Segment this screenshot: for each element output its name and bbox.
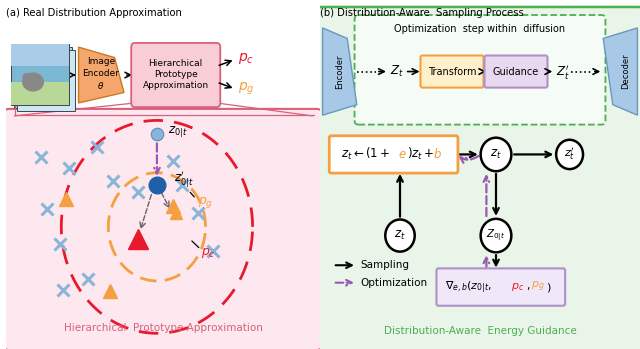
- Text: Sampling: Sampling: [360, 260, 409, 270]
- Text: Hierarchical  Prototype Approximation: Hierarchical Prototype Approximation: [64, 323, 262, 333]
- Polygon shape: [604, 28, 637, 115]
- FancyBboxPatch shape: [420, 55, 484, 88]
- Text: Optimization: Optimization: [360, 278, 427, 288]
- Text: Distribution-Aware  Energy Guidance: Distribution-Aware Energy Guidance: [383, 326, 577, 336]
- FancyBboxPatch shape: [131, 43, 220, 107]
- FancyBboxPatch shape: [355, 15, 605, 125]
- Text: $z_t$: $z_t$: [394, 229, 406, 242]
- Text: $z_t$: $z_t$: [490, 148, 502, 161]
- Text: $p_g$: $p_g$: [198, 194, 213, 209]
- Circle shape: [556, 140, 583, 169]
- FancyBboxPatch shape: [11, 44, 69, 66]
- Text: $\boldsymbol{p_c}$: $\boldsymbol{p_c}$: [238, 51, 254, 66]
- FancyBboxPatch shape: [436, 268, 565, 306]
- Text: $\boldsymbol{p_c}$: $\boldsymbol{p_c}$: [511, 281, 525, 293]
- FancyBboxPatch shape: [11, 44, 69, 105]
- Text: $b$: $b$: [433, 147, 442, 162]
- Text: Transform: Transform: [428, 67, 476, 76]
- Text: $Z_t$: $Z_t$: [390, 64, 404, 79]
- FancyBboxPatch shape: [11, 82, 69, 105]
- Text: $e$: $e$: [398, 148, 407, 161]
- FancyBboxPatch shape: [11, 44, 69, 105]
- Text: (b) Distribution-Aware  Sampling Process: (b) Distribution-Aware Sampling Process: [320, 8, 524, 18]
- Text: $)z_t +$: $)z_t +$: [407, 146, 435, 163]
- FancyBboxPatch shape: [3, 109, 323, 349]
- Polygon shape: [323, 28, 357, 115]
- FancyBboxPatch shape: [329, 136, 458, 173]
- FancyBboxPatch shape: [484, 55, 548, 88]
- Text: $Z_{0|t}$: $Z_{0|t}$: [486, 228, 506, 243]
- Text: $)$: $)$: [545, 281, 551, 294]
- Polygon shape: [79, 47, 124, 103]
- Text: $p_c$: $p_c$: [202, 246, 216, 260]
- FancyBboxPatch shape: [317, 7, 640, 349]
- Text: Hierarchical
Prototype
Approximation: Hierarchical Prototype Approximation: [143, 59, 209, 90]
- Text: $z_t \leftarrow (1+$: $z_t \leftarrow (1+$: [341, 146, 390, 163]
- Circle shape: [481, 219, 511, 252]
- Text: Guidance: Guidance: [493, 67, 539, 76]
- Text: $,$: $,$: [526, 282, 531, 292]
- Text: $z_t^{\prime}$: $z_t^{\prime}$: [564, 147, 575, 162]
- Text: $\nabla_{e,b}(z_{0|t},$: $\nabla_{e,b}(z_{0|t},$: [445, 279, 492, 295]
- Ellipse shape: [22, 73, 31, 81]
- Text: $\boldsymbol{p_g}$: $\boldsymbol{p_g}$: [238, 81, 255, 97]
- Text: Optimization  step within  diffusion: Optimization step within diffusion: [394, 24, 566, 35]
- Text: $Z_t^{\prime}$: $Z_t^{\prime}$: [556, 62, 570, 81]
- Circle shape: [385, 220, 415, 252]
- FancyBboxPatch shape: [14, 47, 72, 108]
- Ellipse shape: [22, 72, 44, 92]
- Text: Decoder: Decoder: [621, 54, 630, 89]
- Circle shape: [481, 138, 511, 171]
- Text: Image
Encoder
$\theta$: Image Encoder $\theta$: [83, 58, 120, 91]
- Text: $z_{0|t}$: $z_{0|t}$: [168, 125, 188, 139]
- FancyBboxPatch shape: [17, 50, 75, 111]
- Text: $\boldsymbol{p_g}$: $\boldsymbol{p_g}$: [531, 280, 545, 294]
- Text: $z_{0|t}^{\prime}$: $z_{0|t}^{\prime}$: [174, 169, 194, 189]
- Text: Encoder: Encoder: [335, 54, 344, 89]
- Text: (a) Real Distribution Approximation: (a) Real Distribution Approximation: [6, 8, 182, 18]
